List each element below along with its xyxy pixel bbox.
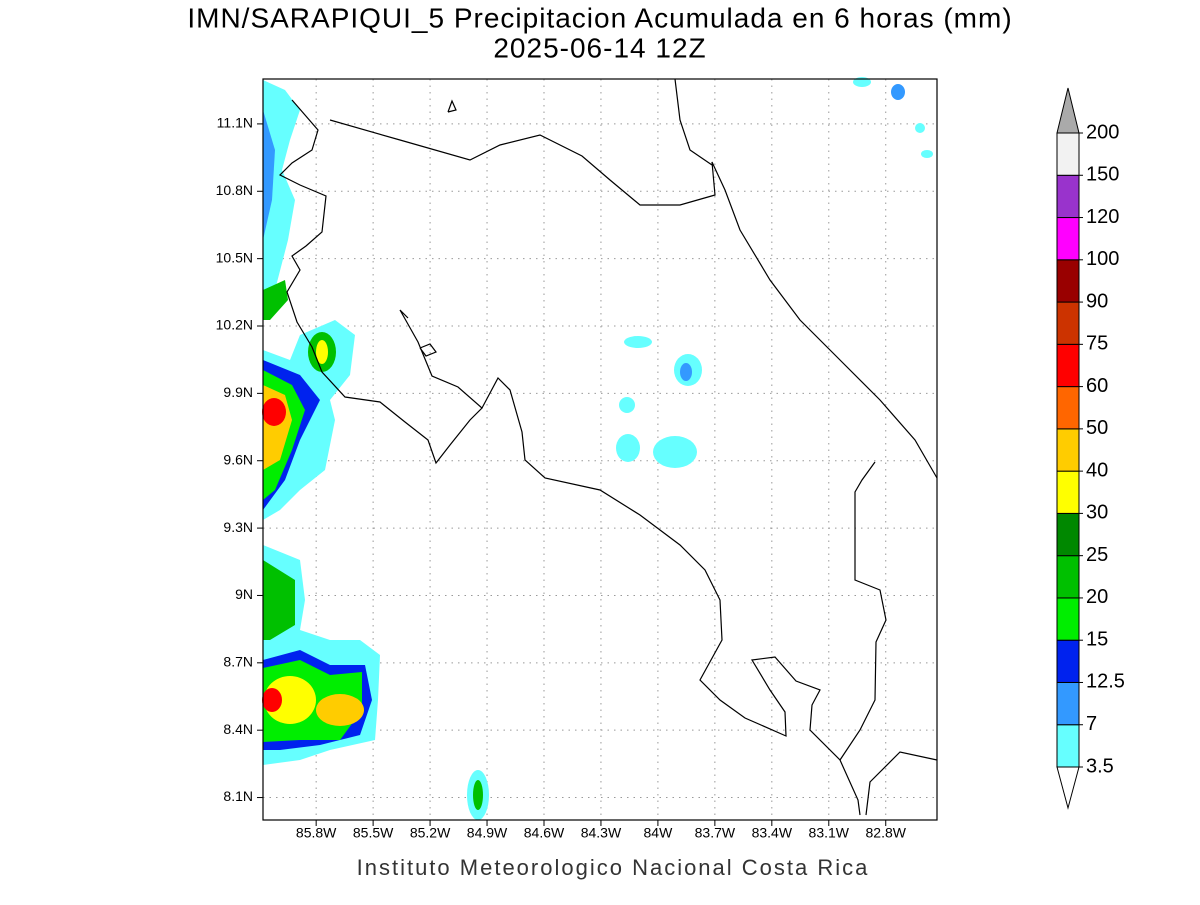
precip-area — [616, 434, 640, 462]
coastline — [447, 99, 457, 113]
precip-area — [263, 80, 300, 300]
lon-tick-label: 82.8W — [866, 825, 907, 841]
precip-area — [653, 436, 697, 468]
colorbar-swatch — [1056, 386, 1080, 430]
colorbar-swatch — [1056, 512, 1080, 557]
lon-tick-label: 83.4W — [752, 825, 793, 841]
coastline — [865, 751, 938, 816]
colorbar-label: 3.5 — [1086, 755, 1114, 777]
colorbar-label: 200 — [1086, 121, 1119, 143]
colorbar-swatch — [1056, 555, 1080, 599]
colorbar-label: 75 — [1086, 333, 1108, 355]
precip-area — [921, 150, 933, 158]
colorbar-swatch — [1056, 174, 1080, 219]
lat-tick-label: 9.3N — [223, 519, 253, 535]
precip-area — [891, 84, 905, 100]
lon-tick-label: 85.2W — [410, 825, 451, 841]
colorbar: 3.5 7 12.5 15 20 25 30 40 50 60 75 90 100 120 150 200 — [1056, 87, 1125, 810]
grid — [263, 79, 937, 820]
precip-area — [263, 560, 295, 640]
colorbar-label: 100 — [1086, 248, 1119, 270]
colorbar-label: 20 — [1086, 586, 1108, 608]
lat-tick-label: 9.6N — [223, 451, 253, 467]
lon-tick-label: 83.7W — [695, 825, 736, 841]
colorbar-label: 150 — [1086, 164, 1119, 186]
colorbar-label: 40 — [1086, 459, 1108, 481]
lat-tick-label: 10.8N — [216, 182, 253, 198]
lat-tick-label: 8.1N — [223, 788, 253, 804]
precip-area — [263, 280, 288, 320]
colorbar-swatch — [1056, 597, 1080, 641]
colorbar-label: 50 — [1086, 417, 1108, 439]
precip-area — [619, 397, 635, 413]
colorbar-over — [1056, 87, 1080, 134]
coastline — [419, 343, 437, 357]
precip-area — [915, 123, 925, 133]
precip-area — [262, 398, 286, 426]
colorbar-label: 25 — [1086, 544, 1108, 566]
colorbar-swatch — [1056, 428, 1080, 472]
title: IMN/SARAPIQUI_5 Precipitacion Acumulada … — [187, 2, 1012, 33]
lon-tick-label: 83.1W — [809, 825, 850, 841]
plot-frame — [262, 78, 938, 821]
colorbar-swatch — [1056, 724, 1080, 768]
border — [839, 461, 887, 761]
precip-area — [263, 110, 275, 240]
colorbar-label: 60 — [1086, 375, 1108, 397]
lon-tick-label: 84.3W — [581, 825, 622, 841]
lat-tick-label: 8.4N — [223, 721, 253, 737]
colorbar-label: 30 — [1086, 502, 1108, 524]
colorbar-swatch — [1056, 217, 1080, 261]
precip-area — [262, 688, 282, 712]
colorbar-swatch — [1056, 470, 1080, 514]
coastlines — [278, 78, 938, 816]
colorbar-label: 7 — [1086, 713, 1097, 735]
precip-area — [316, 340, 328, 364]
precip-field — [262, 77, 933, 820]
colorbar-under — [1056, 766, 1080, 810]
subtitle: 2025-06-14 12Z — [493, 32, 706, 63]
lon-tick-label: 84.6W — [524, 825, 565, 841]
border — [329, 119, 938, 479]
precip-area — [264, 676, 316, 724]
colorbar-swatch — [1056, 639, 1080, 683]
lon-tick-label: 85.8W — [296, 825, 337, 841]
coastline — [481, 377, 861, 816]
colorbar-label: 12.5 — [1086, 671, 1125, 693]
precip-area — [624, 336, 652, 348]
lat-tick-label: 8.7N — [223, 654, 253, 670]
plot-area — [262, 77, 938, 821]
lon-tick-label: 84.9W — [467, 825, 508, 841]
colorbar-swatch — [1056, 301, 1080, 345]
colorbar-label: 120 — [1086, 206, 1119, 228]
colorbar-swatch — [1056, 259, 1080, 303]
precip-area — [473, 780, 483, 810]
lon-tick-label: 85.5W — [353, 825, 394, 841]
lat-tick-label: 9.9N — [223, 384, 253, 400]
coastline — [674, 78, 713, 166]
colorbar-label: 15 — [1086, 628, 1108, 650]
lat-tick-label: 11.1N — [217, 115, 253, 131]
lon-tick-label: 84W — [644, 825, 674, 841]
lat-tick-label: 10.5N — [216, 249, 253, 265]
colorbar-swatch — [1056, 132, 1080, 176]
colorbar-swatch — [1056, 343, 1080, 388]
lat-tick-label: 9N — [235, 586, 253, 602]
coastline — [278, 99, 483, 465]
lat-tick-label: 10.2N — [216, 317, 253, 333]
colorbar-swatch — [1056, 681, 1080, 726]
precip-area — [680, 363, 692, 381]
footer: Instituto Meteorologico Nacional Costa R… — [357, 855, 870, 880]
precip-area — [316, 694, 364, 726]
colorbar-label: 90 — [1086, 290, 1108, 312]
